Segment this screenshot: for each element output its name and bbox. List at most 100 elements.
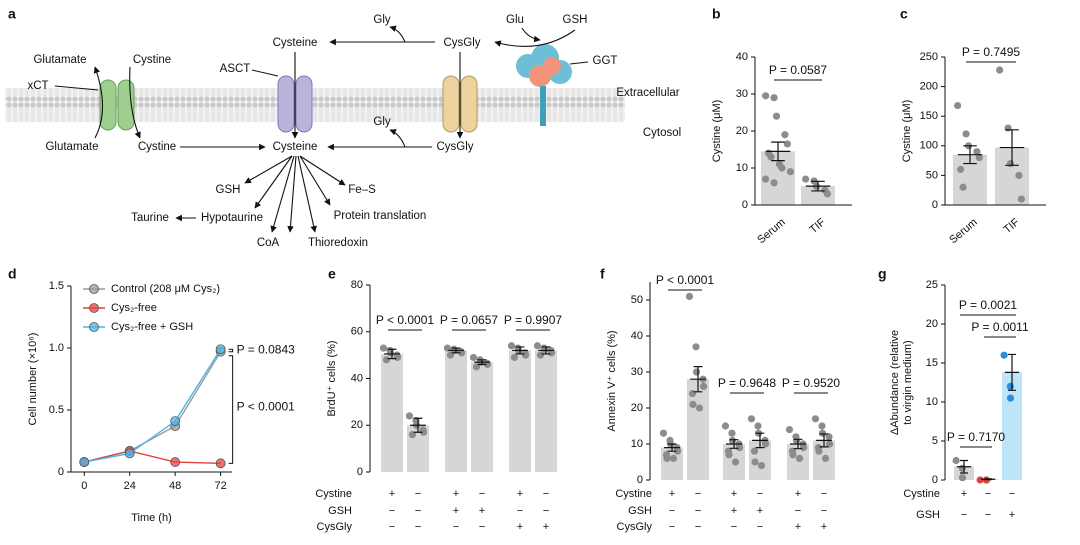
error-bar xyxy=(999,129,1025,166)
error-bar xyxy=(726,439,742,449)
p-value: P = 0.0587 xyxy=(769,63,827,77)
data-point xyxy=(1006,159,1015,168)
y-tick-label: 100 xyxy=(920,140,938,152)
condition-sign: − xyxy=(961,509,967,521)
y-tick-label: 10 xyxy=(736,162,748,174)
data-point xyxy=(728,436,737,444)
data-point xyxy=(959,183,967,191)
y-axis-label: Cystine (μM) xyxy=(711,100,723,163)
label: ASCT xyxy=(220,63,251,75)
leader-line xyxy=(54,85,99,91)
condition-sign: − xyxy=(757,521,763,533)
condition-sign: + xyxy=(479,505,485,517)
arrow xyxy=(299,155,346,186)
data-point xyxy=(1017,195,1025,203)
label: Cystine xyxy=(138,141,176,153)
leader-line xyxy=(569,61,589,65)
error-bar xyxy=(752,432,768,449)
data-point xyxy=(215,344,226,355)
y-tick-label: 10 xyxy=(926,396,938,408)
condition-sign: − xyxy=(415,505,421,517)
data-point xyxy=(973,148,981,156)
panel-letter: e xyxy=(328,266,336,282)
arrow xyxy=(389,129,406,148)
error-bar xyxy=(765,141,791,162)
p-value: P = 0.0657 xyxy=(440,313,498,327)
arrow xyxy=(270,155,295,233)
data-point xyxy=(957,165,965,174)
y-axis-label: Annexin V⁺ cells (%) xyxy=(606,330,618,431)
data-point xyxy=(958,474,967,482)
y-tick-label: 30 xyxy=(736,88,748,100)
data-point xyxy=(379,344,388,352)
y-tick-label: 200 xyxy=(920,81,938,93)
arrow xyxy=(93,66,103,139)
data-point xyxy=(750,447,759,455)
condition-sign: − xyxy=(1009,488,1015,500)
panel-letter: a xyxy=(8,6,16,22)
panel-letter: b xyxy=(712,6,721,22)
diagram: a Gly Glu GSH Cysteine CysGly GGT Glutam… xyxy=(5,6,681,249)
panel-letter: f xyxy=(600,266,605,282)
p-value: P < 0.0001 xyxy=(656,273,714,287)
data-point xyxy=(792,436,801,444)
y-tick-label: 40 xyxy=(736,51,748,63)
condition-sign: + xyxy=(517,488,523,500)
condition-label: Cystine xyxy=(615,488,652,500)
x-tick-label: 48 xyxy=(169,480,181,492)
arrow xyxy=(521,27,541,43)
condition-sign: − xyxy=(543,505,549,517)
data-point xyxy=(962,130,970,138)
data-point xyxy=(958,464,966,472)
legend-label: Control (208 μM Cys₂) xyxy=(111,283,220,295)
p-value: P = 0.0011 xyxy=(971,320,1029,334)
condition-sign: − xyxy=(669,521,675,533)
data-point xyxy=(685,292,694,300)
data-point xyxy=(721,422,730,430)
asct-transporter xyxy=(277,75,295,133)
condition-sign: − xyxy=(415,521,421,533)
x-tick-label: TIF xyxy=(1001,216,1022,236)
error-bar xyxy=(512,346,528,355)
error-bar xyxy=(957,145,983,165)
p-value: P = 0.7495 xyxy=(962,45,1020,59)
data-point xyxy=(79,457,90,467)
data-point xyxy=(795,454,804,462)
legend-label: Cys₂-free xyxy=(111,302,157,314)
condition-label: GSH xyxy=(628,505,652,517)
data-point xyxy=(695,404,704,412)
data-point xyxy=(751,458,759,466)
y-tick-label: 20 xyxy=(736,125,748,137)
error-bar xyxy=(690,366,706,393)
p-value: P < 0.0001 xyxy=(376,313,434,327)
legend-label: Cys₂-free + GSH xyxy=(111,321,193,333)
condition-sign: − xyxy=(757,488,763,500)
label: Extracellular xyxy=(616,87,679,99)
data-point xyxy=(778,164,786,172)
data-point xyxy=(393,353,402,362)
y-tick-label: 1.0 xyxy=(49,342,64,354)
bar xyxy=(445,350,467,472)
label: CoA xyxy=(257,237,280,249)
data-point xyxy=(799,444,808,452)
label: GGT xyxy=(593,55,618,67)
ggt-protein xyxy=(516,44,572,126)
data-point xyxy=(673,447,682,455)
legend-marker xyxy=(89,284,99,294)
condition-sign: + xyxy=(669,488,675,500)
condition-sign: − xyxy=(731,521,737,533)
data-point xyxy=(521,351,530,359)
condition-sign: − xyxy=(389,505,395,517)
label: Glutamate xyxy=(45,141,98,153)
data-point xyxy=(802,175,810,183)
xct-transporter xyxy=(99,79,117,131)
data-point xyxy=(669,454,678,462)
condition-sign: + xyxy=(453,488,459,500)
legend-marker xyxy=(89,322,99,332)
condition-sign: − xyxy=(985,509,991,521)
p-value: P = 0.9520 xyxy=(782,376,840,390)
label: Protein translation xyxy=(334,210,427,222)
x-tick-label: TIF xyxy=(807,216,828,236)
condition-sign: + xyxy=(517,521,523,533)
data-point xyxy=(770,179,778,187)
